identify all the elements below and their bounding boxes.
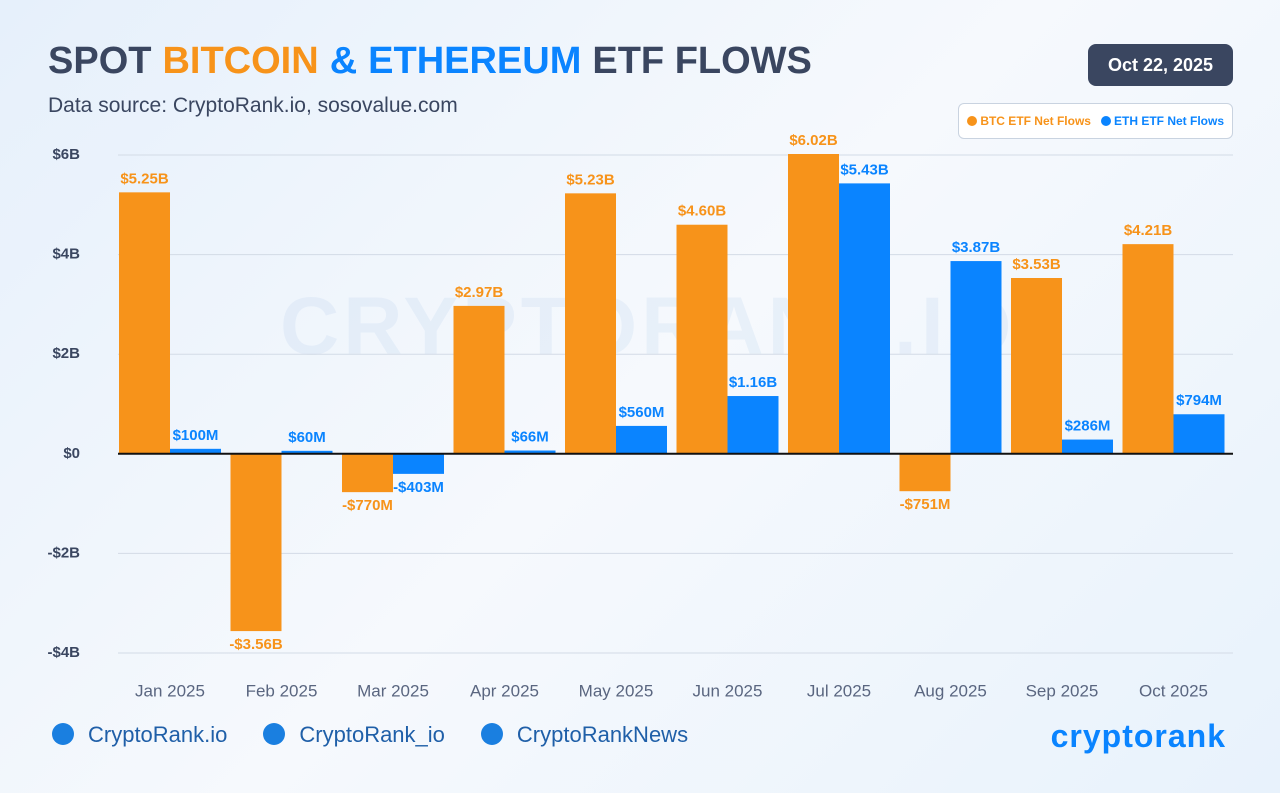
legend-item: BTC ETF Net Flows	[967, 114, 1091, 128]
legend-item: ETH ETF Net Flows	[1100, 114, 1224, 128]
x-tick-label: Jan 2025	[135, 681, 205, 700]
y-tick-label: $4B	[52, 246, 80, 263]
data-label: $560M	[619, 404, 665, 421]
bar	[393, 453, 444, 474]
y-tick-label: $6B	[52, 146, 80, 163]
title-part: ETF FLOWS	[592, 40, 812, 82]
footer-icon	[480, 723, 503, 745]
footer-link: CryptoRank_io	[263, 722, 445, 748]
footer-link: CryptoRank.io	[52, 722, 227, 748]
legend-label: BTC ETF Net Flows	[980, 114, 1091, 128]
bar	[504, 450, 556, 454]
legend-swatch	[1100, 116, 1111, 126]
data-label: $4.21B	[1124, 222, 1173, 239]
bar	[839, 183, 890, 454]
x-tick-label: Oct 2025	[1139, 681, 1208, 700]
data-label: $3.87B	[952, 239, 1001, 256]
chart-subtitle: Data source: CryptoRank.io, sosovalue.co…	[48, 94, 458, 117]
bar	[1062, 439, 1113, 454]
bar	[565, 193, 616, 454]
data-label: $5.43B	[840, 161, 889, 178]
footer-link-text: CryptoRank.io	[88, 722, 228, 747]
data-label: $60M	[288, 429, 326, 446]
data-label: -$770M	[342, 497, 393, 514]
date-badge: Oct 22, 2025	[1088, 44, 1233, 86]
logo: cryptorank	[1050, 718, 1226, 754]
bar	[616, 425, 667, 454]
bar	[788, 154, 839, 454]
data-label: $286M	[1065, 418, 1111, 435]
footer-link-text: CryptoRankNews	[516, 722, 689, 747]
x-tick-label: Aug 2025	[914, 681, 987, 700]
bar	[342, 453, 393, 493]
data-label: $100M	[173, 427, 219, 444]
data-label: $6.02B	[789, 132, 838, 149]
data-label: -$403M	[393, 479, 444, 496]
footer-links: CryptoRank.io CryptoRank_io CryptoRankNews	[52, 722, 688, 748]
legend-label: ETH ETF Net Flows	[1113, 114, 1224, 128]
data-label: $66M	[511, 428, 549, 445]
y-tick-label: $2B	[52, 345, 80, 362]
x-tick-label: Apr 2025	[470, 681, 539, 700]
bar	[230, 453, 282, 632]
x-tick-label: May 2025	[579, 681, 654, 700]
x-tick-label: Jul 2025	[807, 681, 871, 700]
footer-icon	[263, 723, 286, 745]
data-label: $3.53B	[1012, 256, 1061, 273]
footer-link-text: CryptoRank_io	[299, 722, 445, 747]
bar	[676, 224, 728, 454]
legend-swatch	[967, 116, 978, 126]
title-part: SPOT	[48, 40, 152, 82]
bar	[1011, 278, 1062, 454]
title-part: ETHEREUM	[368, 40, 582, 82]
y-tick-label: $0	[63, 445, 80, 462]
bar	[727, 396, 779, 454]
chart-title: SPOT BITCOIN & ETHEREUM ETF FLOWS	[48, 40, 823, 83]
title-part: BITCOIN	[162, 40, 319, 82]
footer-link: CryptoRankNews	[480, 722, 689, 748]
data-label: $2.97B	[455, 284, 504, 301]
bar	[281, 450, 333, 454]
y-tick-label: -$4B	[47, 644, 80, 661]
x-tick-label: Sep 2025	[1026, 681, 1099, 700]
data-label: $5.23B	[566, 171, 615, 188]
data-label: $4.60B	[678, 203, 727, 220]
x-tick-label: Mar 2025	[357, 681, 429, 700]
bar	[899, 453, 951, 492]
x-tick-label: Feb 2025	[246, 681, 318, 700]
bar	[170, 448, 221, 454]
bar	[453, 305, 505, 454]
data-label: $5.25B	[120, 170, 169, 187]
title-part: &	[329, 40, 358, 82]
data-label: -$751M	[900, 496, 951, 513]
x-tick-label: Jun 2025	[693, 681, 763, 700]
bar	[1122, 244, 1174, 454]
legend: BTC ETF Net Flows ETH ETF Net Flows	[958, 103, 1233, 139]
bar	[119, 192, 170, 454]
data-label: $1.16B	[729, 374, 778, 391]
footer-icon	[52, 723, 74, 745]
bar	[950, 261, 1002, 454]
data-label: -$3.56B	[229, 636, 283, 653]
y-tick-label: -$2B	[47, 544, 80, 561]
bar	[1173, 414, 1225, 454]
data-label: $794M	[1176, 392, 1222, 409]
